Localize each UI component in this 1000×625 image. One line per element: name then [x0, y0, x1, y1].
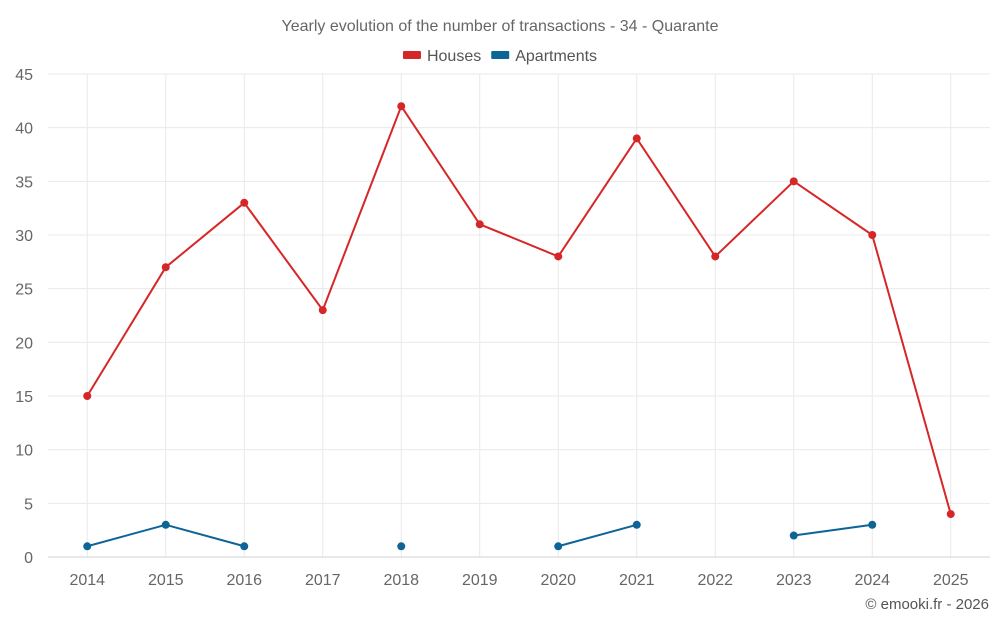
x-tick-label: 2019: [462, 572, 498, 589]
data-point[interactable]: [789, 531, 798, 540]
chart-title: Yearly evolution of the number of transa…: [282, 18, 719, 35]
x-tick-label: 2016: [226, 572, 262, 589]
data-point[interactable]: [789, 177, 798, 186]
x-tick-label: 2024: [854, 572, 890, 589]
y-gridlines: [48, 73, 990, 504]
data-point[interactable]: [711, 252, 720, 261]
data-point[interactable]: [632, 134, 641, 143]
data-point[interactable]: [161, 263, 170, 272]
legend-item-apartments[interactable]: Apartments: [491, 48, 597, 65]
x-tick-label: 2014: [69, 572, 105, 589]
series-line: [557, 523, 638, 548]
data-point[interactable]: [83, 542, 92, 551]
legend-swatch: [491, 51, 510, 59]
legend-label: Houses: [427, 48, 481, 65]
data-point[interactable]: [475, 220, 484, 229]
x-tick-label: 2021: [619, 572, 655, 589]
data-point[interactable]: [397, 542, 406, 551]
legend-label: Apartments: [515, 48, 597, 65]
data-point[interactable]: [318, 306, 327, 315]
y-tick-label: 40: [15, 121, 33, 138]
x-gridlines: [86, 74, 952, 557]
data-point[interactable]: [240, 198, 249, 207]
x-tick-label: 2025: [933, 572, 969, 589]
series-line: [793, 523, 873, 537]
legend: Houses Apartments: [402, 48, 597, 65]
data-point[interactable]: [83, 392, 92, 400]
data-point[interactable]: [868, 231, 877, 239]
credit-text: © emooki.fr - 2026: [865, 596, 989, 613]
y-tick-label: 5: [24, 496, 33, 513]
data-point[interactable]: [554, 252, 563, 261]
data-point[interactable]: [946, 510, 955, 519]
series-apartments: [83, 520, 877, 551]
y-tick-label: 10: [15, 443, 33, 460]
y-tick-label: 30: [15, 228, 33, 245]
y-tick-label: 0: [24, 550, 33, 567]
y-axis-ticks: 0 5 10 15 20 25 30 35 40 45: [15, 67, 33, 567]
y-tick-label: 35: [15, 174, 33, 191]
x-tick-label: 2017: [305, 572, 341, 589]
y-tick-label: 25: [15, 282, 33, 299]
data-point[interactable]: [632, 520, 641, 529]
series-houses: [83, 102, 955, 519]
data-point[interactable]: [240, 542, 249, 551]
x-tick-label: 2020: [540, 572, 576, 589]
data-point[interactable]: [554, 542, 563, 551]
y-tick-label: 15: [15, 389, 33, 406]
x-axis-ticks: 2014 2015 2016 2017 2018 2019 2020 2021 2022 2023…: [69, 572, 968, 589]
data-point[interactable]: [161, 520, 170, 529]
data-point[interactable]: [397, 102, 406, 111]
x-tick-label: 2022: [697, 572, 733, 589]
y-tick-label: 45: [15, 67, 33, 84]
x-tick-label: 2018: [383, 572, 419, 589]
data-point[interactable]: [868, 520, 877, 529]
legend-item-houses[interactable]: Houses: [402, 48, 481, 65]
x-tick-label: 2023: [776, 572, 812, 589]
legend-swatch: [402, 51, 421, 59]
y-tick-label: 20: [15, 335, 33, 352]
series-layer: [83, 102, 955, 551]
x-tick-label: 2015: [148, 572, 184, 589]
series-line: [86, 105, 952, 515]
